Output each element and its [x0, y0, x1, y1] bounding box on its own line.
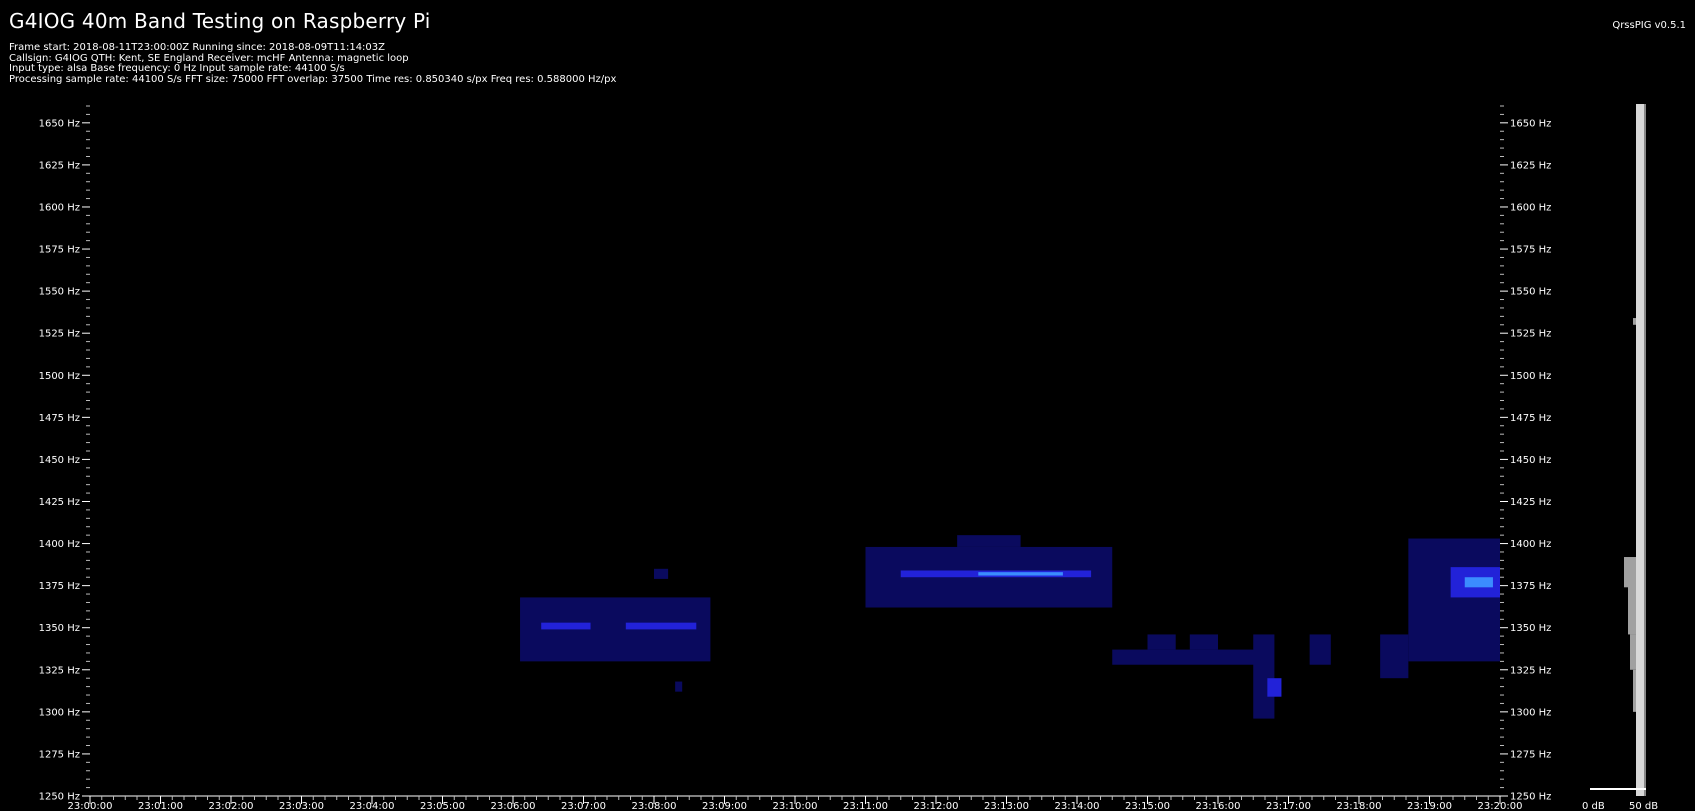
x-tick-label: 23:07:00: [561, 801, 606, 811]
y-tick-label: 1525 Hz: [39, 329, 80, 340]
x-tick-label: 23:10:00: [773, 801, 818, 811]
info-line-frame: Frame start: 2018-08-11T23:00:00Z Runnin…: [9, 42, 386, 53]
y-tick-label-right: 1475 Hz: [1510, 413, 1551, 424]
y-tick-label-right: 1375 Hz: [1510, 581, 1551, 592]
spectrum-peak: [1633, 669, 1636, 712]
x-tick-label: 23:20:00: [1478, 801, 1523, 811]
signal-mark: [675, 681, 683, 692]
time-axis: 23:00:00 23:01:00 23:02:00 23:03:00 23:04:00…: [68, 795, 1523, 811]
x-tick-label: 23:16:00: [1196, 801, 1241, 811]
x-tick-label: 23:19:00: [1407, 801, 1452, 811]
y-tick-label-right: 1650 Hz: [1510, 118, 1551, 129]
y-tick-label: 1425 Hz: [39, 497, 80, 508]
colorbar-label-min: 0 dB: [1582, 801, 1605, 811]
y-tick-label: 1250 Hz: [39, 792, 80, 803]
y-tick-label: 1650 Hz: [39, 118, 80, 129]
x-tick-label: 23:05:00: [420, 801, 465, 811]
x-tick-label: 23:14:00: [1055, 801, 1100, 811]
signal-mark: [625, 622, 697, 630]
x-tick-label: 23:04:00: [350, 801, 395, 811]
x-tick-label: 23:01:00: [138, 801, 183, 811]
signal-mark: [1112, 649, 1268, 665]
signal-layer: [520, 535, 1500, 719]
y-tick-label-right: 1400 Hz: [1510, 539, 1551, 550]
y-tick-label: 1275 Hz: [39, 749, 80, 760]
spectrum-profile: 0 dB 50 dB: [1582, 104, 1658, 811]
info-block: Frame start: 2018-08-11T23:00:00Z Runnin…: [9, 42, 617, 85]
y-tick-label-right: 1300 Hz: [1510, 707, 1551, 718]
y-tick-label: 1600 Hz: [39, 202, 80, 213]
signal-mark: [1267, 678, 1282, 697]
y-tick-label-right: 1600 Hz: [1510, 202, 1551, 213]
page-title: G4IOG 40m Band Testing on Raspberry Pi: [9, 9, 431, 33]
signal-mark: [1309, 634, 1331, 665]
signal-mark: [1380, 634, 1409, 679]
signal-mark: [1147, 634, 1176, 650]
spectrum-peak: [1633, 318, 1636, 325]
x-tick-label: 23:17:00: [1266, 801, 1311, 811]
y-tick-label-right: 1500 Hz: [1510, 371, 1551, 382]
x-tick-label: 23:06:00: [491, 801, 536, 811]
x-tick-label: 23:03:00: [279, 801, 324, 811]
y-tick-label: 1550 Hz: [39, 287, 80, 298]
x-tick-label: 23:09:00: [702, 801, 747, 811]
x-tick-label: 23:12:00: [914, 801, 959, 811]
info-line-processing: Processing sample rate: 44100 S/s FFT si…: [9, 73, 617, 85]
signal-mark: [1408, 538, 1500, 662]
version-label: QrssPIG v0.5.1: [1612, 20, 1686, 31]
spectrum-peak: [1628, 580, 1636, 635]
info-line-input: Input type: alsa Base frequency: 0 Hz In…: [9, 63, 345, 74]
y-tick-label-right: 1250 Hz: [1510, 792, 1551, 803]
x-tick-label: 23:13:00: [984, 801, 1029, 811]
y-tick-label: 1350 Hz: [39, 623, 80, 634]
signal-mark: [1189, 634, 1218, 650]
signal-mark: [541, 622, 591, 630]
x-tick-label: 23:11:00: [843, 801, 888, 811]
y-tick-label-right: 1450 Hz: [1510, 455, 1551, 466]
colorbar-label-max: 50 dB: [1629, 801, 1658, 811]
x-tick-label: 23:15:00: [1125, 801, 1170, 811]
spectrum-bar: [1636, 104, 1646, 796]
x-tick-label: 23:02:00: [209, 801, 254, 811]
signal-mark: [654, 568, 669, 579]
spectrum-edge: [1644, 104, 1646, 796]
y-tick-label-right: 1425 Hz: [1510, 497, 1551, 508]
waterfall-plot-area: [90, 106, 1500, 796]
info-line-station: Callsign: G4IOG QTH: Kent, SE England Re…: [9, 52, 409, 64]
y-tick-label-right: 1325 Hz: [1510, 665, 1551, 676]
y-tick-label: 1300 Hz: [39, 707, 80, 718]
y-tick-label-right: 1275 Hz: [1510, 749, 1551, 760]
signal-mark: [1464, 577, 1493, 588]
y-tick-label: 1325 Hz: [39, 665, 80, 676]
right-frequency-axis: 1250 Hz 1275 Hz 1300 Hz 1325 Hz 1350 Hz 1375 …: [1500, 105, 1551, 803]
y-tick-label: 1450 Hz: [39, 455, 80, 466]
y-tick-label: 1500 Hz: [39, 371, 80, 382]
x-tick-label: 23:18:00: [1337, 801, 1382, 811]
spectrum-peak: [1624, 557, 1636, 588]
left-frequency-axis: 1250 Hz 1275 Hz 1300 Hz 1325 Hz 1350 Hz 1375 …: [39, 105, 90, 803]
signal-mark: [1253, 634, 1275, 719]
x-tick-label: 23:08:00: [632, 801, 677, 811]
x-tick-label: 23:00:00: [68, 801, 113, 811]
y-tick-label: 1625 Hz: [39, 160, 80, 171]
y-tick-label: 1375 Hz: [39, 581, 80, 592]
y-tick-label: 1475 Hz: [39, 413, 80, 424]
y-tick-label-right: 1575 Hz: [1510, 245, 1551, 256]
y-tick-label: 1400 Hz: [39, 539, 80, 550]
y-tick-label-right: 1550 Hz: [1510, 287, 1551, 298]
y-tick-label-right: 1625 Hz: [1510, 160, 1551, 171]
signal-mark: [978, 572, 1063, 576]
signal-mark: [957, 535, 1021, 547]
signal-mark: [520, 597, 711, 662]
y-tick-label: 1575 Hz: [39, 245, 80, 256]
spectrum-peak: [1630, 634, 1636, 670]
y-tick-label-right: 1525 Hz: [1510, 329, 1551, 340]
y-tick-label-right: 1350 Hz: [1510, 623, 1551, 634]
